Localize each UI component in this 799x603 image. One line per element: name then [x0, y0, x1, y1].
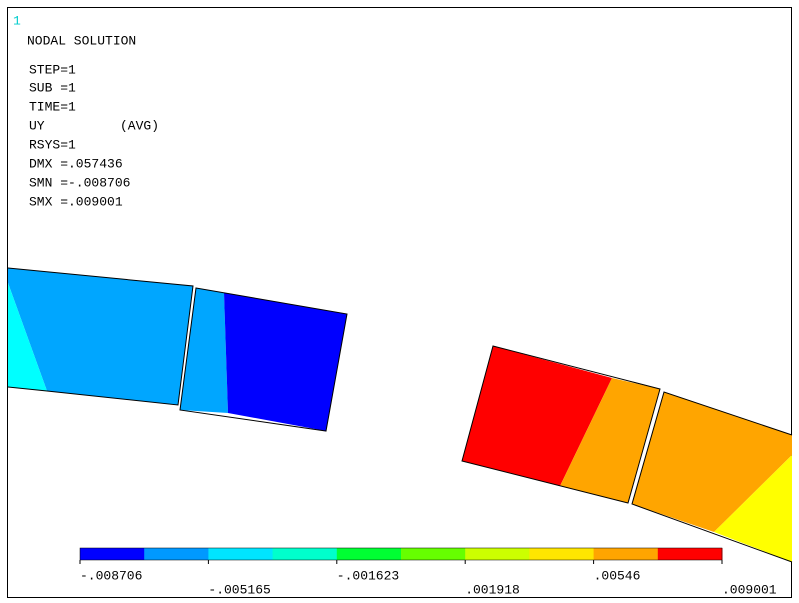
plot-title: NODAL SOLUTION: [27, 33, 136, 48]
info-line: SMX =.009001: [29, 194, 123, 209]
info-line: UY: [29, 118, 45, 133]
legend-band: [465, 548, 530, 560]
legend-band: [208, 548, 274, 560]
legend-band: [336, 548, 402, 560]
legend-label: -.008706: [80, 568, 142, 583]
legend-label: .009001: [722, 582, 777, 597]
element-region: [714, 455, 792, 562]
element-region: [632, 392, 792, 532]
legend-label: .001918: [465, 582, 520, 597]
info-line: STEP=1: [29, 62, 76, 77]
info-line: DMX =.057436: [29, 156, 123, 171]
legend-band: [144, 548, 209, 560]
element-region: [8, 283, 47, 391]
legend-label: .00546: [594, 568, 641, 583]
element-region: [8, 268, 193, 405]
legend-frame: [79, 547, 723, 561]
legend-band: [593, 548, 659, 560]
legend-label: -.005165: [208, 582, 270, 597]
element-region: [224, 293, 347, 431]
part-outline: [179, 287, 348, 432]
legend-band: [80, 548, 145, 560]
element-region: [560, 378, 660, 503]
info-line: SMN =-.008706: [29, 175, 130, 190]
legend-band: [657, 548, 723, 560]
part-outline: [461, 345, 661, 504]
info-line: TIME=1: [29, 99, 76, 114]
part-outline: [7, 267, 194, 406]
info-line: SUB =1: [29, 80, 76, 95]
window-number: 1: [13, 13, 21, 28]
legend-label: -.001623: [337, 568, 399, 583]
contour-legend: -.008706 -.005165 -.001623 .001918 .00546 .00…: [79, 547, 777, 597]
info-line: (AVG): [120, 118, 159, 133]
element-region: [462, 346, 612, 486]
legend-band: [401, 548, 466, 560]
model: [7, 267, 793, 563]
part-outline: [631, 391, 793, 563]
legend-band: [272, 548, 338, 560]
info-line: RSYS=1: [29, 137, 76, 152]
legend-band: [529, 548, 595, 560]
